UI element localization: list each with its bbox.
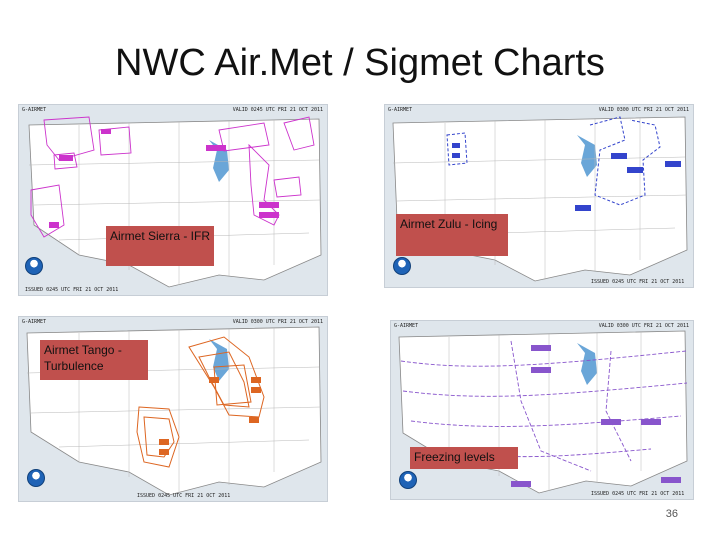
map-header-right: VALID 0245 UTC FRI 21 OCT 2011 (232, 107, 323, 113)
noaa-logo-icon (25, 257, 43, 275)
map-footer: ISSUED 0245 UTC FRI 21 OCT 2011 (591, 491, 685, 497)
label-airmet-zulu: Airmet Zulu - Icing (396, 214, 508, 256)
map-header-left: G-AIRMET (388, 107, 413, 113)
label-freezing-levels: Freezing levels (410, 447, 518, 469)
noaa-logo-icon (27, 469, 45, 487)
map-footer: ISSUED 0245 UTC FRI 21 OCT 2011 (25, 287, 119, 293)
map-footer: ISSUED 0245 UTC FRI 21 OCT 2011 (591, 279, 685, 285)
airmet-zulu-map: G-AIRMET VALID 0300 UTC FRI 21 OCT 2011 … (384, 104, 694, 288)
map-header-right: VALID 0300 UTC FRI 21 OCT 2011 (598, 107, 689, 113)
map-footer: ISSUED 0245 UTC FRI 21 OCT 2011 (137, 493, 231, 499)
us-map-graphic (385, 105, 693, 287)
map-header-left: G-AIRMET (394, 323, 419, 329)
us-map-graphic (19, 105, 327, 295)
us-map-graphic (391, 321, 693, 499)
noaa-logo-icon (399, 471, 417, 489)
freezing-levels-map: G-AIRMET VALID 0300 UTC FRI 21 OCT 2011 … (390, 320, 694, 500)
map-header-left: G-AIRMET (22, 107, 47, 113)
map-header-right: VALID 0300 UTC FRI 21 OCT 2011 (598, 323, 689, 329)
airmet-sierra-map: G-AIRMET VALID 0245 UTC FRI 21 OCT 2011 … (18, 104, 328, 296)
slide-title: NWC Air.Met / Sigmet Charts (115, 42, 605, 84)
slide-number: 36 (665, 508, 678, 520)
map-header-right: VALID 0300 UTC FRI 21 OCT 2011 (232, 319, 323, 325)
noaa-logo-icon (393, 257, 411, 275)
map-header-left: G-AIRMET (22, 319, 47, 325)
label-airmet-tango: Airmet Tango - Turbulence (40, 340, 148, 380)
label-airmet-sierra: Airmet Sierra - IFR (106, 226, 214, 266)
